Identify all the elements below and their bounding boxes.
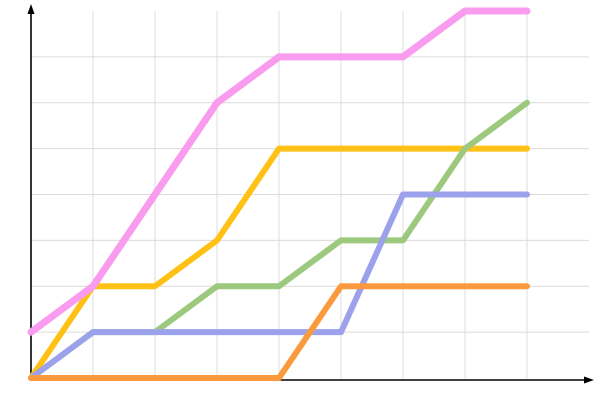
- series-gold: [28, 145, 530, 381]
- series-violet: [27, 7, 531, 336]
- x-axis-arrow-icon: [584, 376, 594, 384]
- series-orange: [28, 283, 530, 381]
- y-axis-arrow-icon: [27, 4, 35, 14]
- series-periwinkle: [28, 191, 530, 381]
